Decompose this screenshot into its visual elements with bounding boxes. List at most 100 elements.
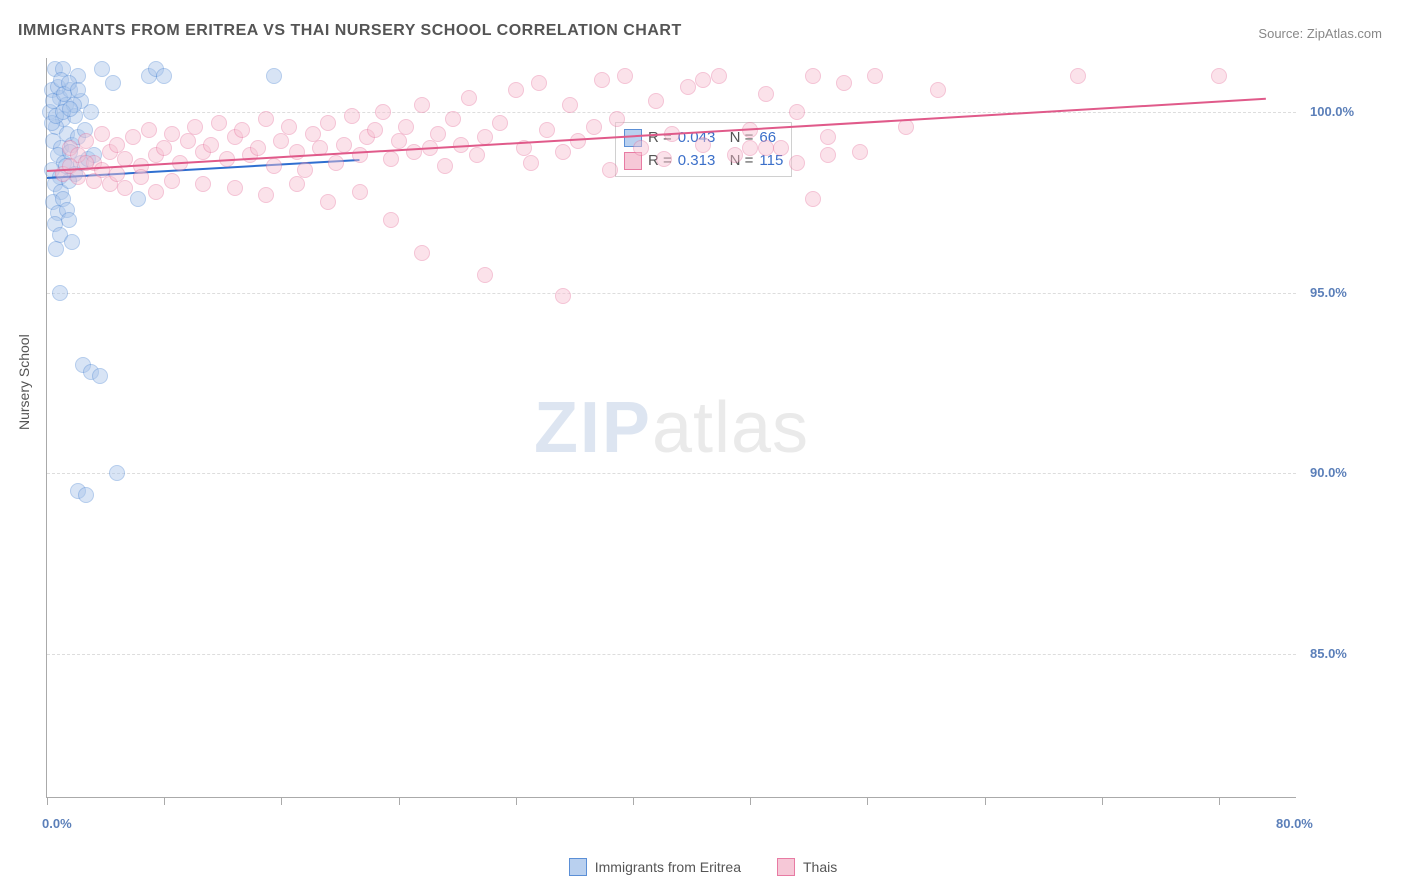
scatter-marker-eritrea	[62, 101, 78, 117]
scatter-marker-thais	[570, 133, 586, 149]
x-tick	[47, 797, 48, 805]
scatter-marker-thais	[328, 155, 344, 171]
gridline	[47, 112, 1296, 113]
legend-item-eritrea: Immigrants from Eritrea	[569, 858, 741, 876]
scatter-marker-thais	[133, 169, 149, 185]
source-label: Source:	[1258, 26, 1303, 41]
legend-swatch-eritrea	[569, 858, 587, 876]
scatter-marker-thais	[586, 119, 602, 135]
watermark: ZIPatlas	[534, 387, 809, 469]
scatter-marker-thais	[266, 158, 282, 174]
legend-swatch-thais	[777, 858, 795, 876]
scatter-marker-thais	[258, 187, 274, 203]
scatter-marker-thais	[805, 191, 821, 207]
x-tick	[399, 797, 400, 805]
scatter-marker-thais	[352, 147, 368, 163]
scatter-marker-thais	[789, 155, 805, 171]
scatter-marker-thais	[289, 176, 305, 192]
legend-label-thais: Thais	[803, 859, 837, 875]
scatter-marker-thais	[391, 133, 407, 149]
scatter-marker-thais	[727, 147, 743, 163]
scatter-marker-thais	[406, 144, 422, 160]
scatter-marker-thais	[531, 75, 547, 91]
scatter-marker-thais	[164, 173, 180, 189]
scatter-marker-thais	[281, 119, 297, 135]
scatter-marker-eritrea	[109, 465, 125, 481]
source-value: ZipAtlas.com	[1307, 26, 1382, 41]
gridline	[47, 473, 1296, 474]
scatter-marker-eritrea	[156, 68, 172, 84]
gridline	[47, 293, 1296, 294]
scatter-marker-thais	[758, 86, 774, 102]
x-tick	[1219, 797, 1220, 805]
scatter-marker-thais	[758, 140, 774, 156]
scatter-marker-thais	[297, 162, 313, 178]
scatter-marker-thais	[820, 147, 836, 163]
scatter-marker-thais	[867, 68, 883, 84]
scatter-marker-thais	[383, 212, 399, 228]
scatter-marker-thais	[195, 176, 211, 192]
x-tick	[164, 797, 165, 805]
scatter-marker-thais	[258, 111, 274, 127]
scatter-marker-thais	[492, 115, 508, 131]
scatter-marker-thais	[602, 162, 618, 178]
scatter-marker-eritrea	[92, 368, 108, 384]
scatter-marker-thais	[773, 140, 789, 156]
scatter-marker-thais	[789, 104, 805, 120]
x-tick	[1102, 797, 1103, 805]
scatter-marker-thais	[437, 158, 453, 174]
scatter-marker-thais	[930, 82, 946, 98]
scatter-marker-thais	[125, 129, 141, 145]
x-tick	[516, 797, 517, 805]
scatter-marker-thais	[555, 144, 571, 160]
scatter-marker-thais	[375, 104, 391, 120]
scatter-marker-thais	[227, 180, 243, 196]
chart-title: IMMIGRANTS FROM ERITREA VS THAI NURSERY …	[18, 22, 682, 40]
scatter-marker-thais	[430, 126, 446, 142]
source-credit: Source: ZipAtlas.com	[1258, 26, 1382, 41]
scatter-marker-thais	[94, 126, 110, 142]
scatter-marker-thais	[594, 72, 610, 88]
scatter-marker-thais	[203, 137, 219, 153]
scatter-marker-eritrea	[105, 75, 121, 91]
scatter-marker-thais	[477, 267, 493, 283]
scatter-marker-thais	[148, 184, 164, 200]
scatter-marker-eritrea	[94, 61, 110, 77]
gridline	[47, 654, 1296, 655]
y-tick-label: 100.0%	[1310, 104, 1354, 119]
scatter-marker-thais	[320, 115, 336, 131]
scatter-marker-thais	[414, 245, 430, 261]
y-tick-label: 90.0%	[1310, 465, 1347, 480]
scatter-marker-thais	[117, 180, 133, 196]
scatter-marker-thais	[805, 68, 821, 84]
x-tick	[985, 797, 986, 805]
scatter-marker-thais	[742, 140, 758, 156]
scatter-marker-eritrea	[48, 241, 64, 257]
scatter-plot-area: ZIPatlas R = 0.043 N = 66 R = 0.313 N = …	[46, 58, 1296, 798]
scatter-marker-eritrea	[266, 68, 282, 84]
scatter-marker-thais	[344, 108, 360, 124]
scatter-marker-thais	[352, 184, 368, 200]
scatter-marker-thais	[398, 119, 414, 135]
scatter-marker-thais	[711, 68, 727, 84]
scatter-marker-thais	[211, 115, 227, 131]
scatter-marker-thais	[320, 194, 336, 210]
y-axis-title: Nursery School	[16, 334, 32, 430]
scatter-marker-thais	[336, 137, 352, 153]
legend-label-eritrea: Immigrants from Eritrea	[595, 859, 741, 875]
scatter-marker-thais	[273, 133, 289, 149]
scatter-marker-thais	[156, 140, 172, 156]
scatter-marker-thais	[523, 155, 539, 171]
scatter-marker-thais	[656, 151, 672, 167]
scatter-marker-thais	[555, 288, 571, 304]
scatter-marker-thais	[539, 122, 555, 138]
scatter-marker-thais	[820, 129, 836, 145]
x-axis-max-label: 80.0%	[1276, 816, 1313, 831]
scatter-marker-thais	[617, 68, 633, 84]
scatter-marker-thais	[70, 169, 86, 185]
x-tick	[750, 797, 751, 805]
scatter-marker-thais	[562, 97, 578, 113]
scatter-marker-eritrea	[61, 212, 77, 228]
scatter-marker-thais	[633, 140, 649, 156]
r-value-thais: 0.313	[678, 150, 716, 173]
